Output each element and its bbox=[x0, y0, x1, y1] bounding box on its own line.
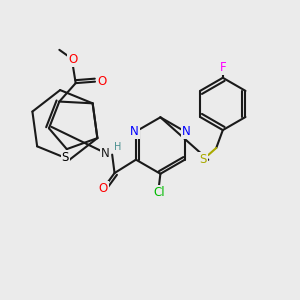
Text: N: N bbox=[130, 125, 139, 138]
Text: N: N bbox=[182, 125, 191, 138]
Text: S: S bbox=[199, 153, 207, 166]
Text: Cl: Cl bbox=[153, 186, 165, 199]
Text: O: O bbox=[97, 75, 106, 88]
Text: H: H bbox=[114, 142, 121, 152]
Text: N: N bbox=[101, 147, 110, 160]
Text: O: O bbox=[68, 53, 77, 66]
Text: O: O bbox=[99, 182, 108, 195]
Text: S: S bbox=[61, 151, 69, 164]
Text: F: F bbox=[220, 61, 226, 74]
